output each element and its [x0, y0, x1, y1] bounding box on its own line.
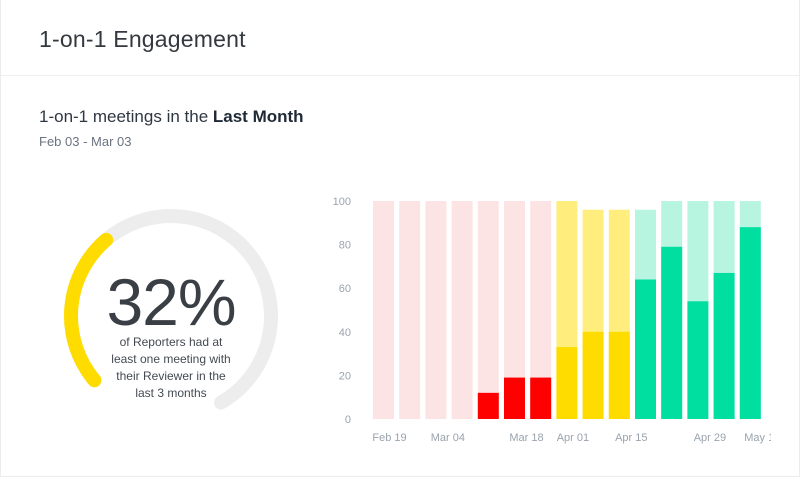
card-header: 1-on-1 Engagement: [1, 0, 800, 76]
section-title: 1-on-1 meetings in the Last Month: [39, 107, 304, 127]
bar-background[interactable]: [399, 201, 421, 419]
bar-value[interactable]: [661, 246, 683, 419]
y-tick-label: 100: [333, 196, 351, 208]
y-tick-label: 40: [339, 327, 351, 339]
bar-value[interactable]: [635, 279, 656, 419]
section-title-prefix: 1-on-1 meetings in the: [39, 107, 213, 126]
gauge-caption: of Reporters had at least one meeting wi…: [111, 335, 231, 400]
x-tick-label: Apr 01: [557, 432, 589, 444]
gauge-fill: [64, 232, 114, 388]
bar-value[interactable]: [556, 347, 578, 419]
bar-background[interactable]: [504, 201, 525, 419]
bar-value[interactable]: [608, 331, 630, 419]
y-axis: 0 20 40 60 80 100: [333, 196, 351, 426]
x-tick-label: Apr 29: [694, 432, 726, 444]
card-title: 1-on-1 Engagement: [39, 26, 246, 52]
bar-background[interactable]: [451, 201, 473, 419]
x-tick-label: Mar 18: [509, 432, 543, 444]
gauge-graphic: [64, 209, 278, 410]
bar-background[interactable]: [373, 201, 394, 419]
x-tick-label: Apr 15: [615, 432, 647, 444]
y-tick-label: 20: [339, 370, 351, 382]
x-tick-label: May 13: [744, 432, 771, 444]
bar-value[interactable]: [530, 377, 552, 419]
bar-value[interactable]: [739, 227, 761, 419]
engagement-gauge: 32% of Reporters had at least one meetin…: [31, 176, 311, 426]
x-axis: Feb 19 Mar 04 Mar 18 Apr 01 Apr 15 Apr 29 May …: [372, 432, 771, 444]
bar-value[interactable]: [687, 301, 709, 419]
x-tick-label: Feb 19: [372, 432, 406, 444]
bars-group: [373, 201, 761, 419]
date-range: Feb 03 - Mar 03: [39, 134, 132, 149]
x-tick-label: Mar 04: [431, 432, 465, 444]
bar-chart: 0 20 40 60 80 100 Feb 19 Mar 04 Mar 18 Apr 01 Apr…: [333, 196, 771, 444]
bar-value[interactable]: [582, 331, 604, 419]
bar-value[interactable]: [713, 272, 735, 419]
bar-background[interactable]: [477, 201, 499, 419]
gauge-percentage: 32%: [106, 265, 236, 339]
bar-background[interactable]: [530, 201, 552, 419]
y-tick-label: 80: [339, 240, 351, 252]
bar-value[interactable]: [477, 392, 499, 419]
y-tick-label: 0: [345, 414, 351, 426]
section-title-emphasis: Last Month: [212, 107, 304, 126]
bar-value[interactable]: [504, 377, 525, 419]
bar-background[interactable]: [425, 201, 447, 419]
y-tick-label: 60: [339, 283, 351, 295]
